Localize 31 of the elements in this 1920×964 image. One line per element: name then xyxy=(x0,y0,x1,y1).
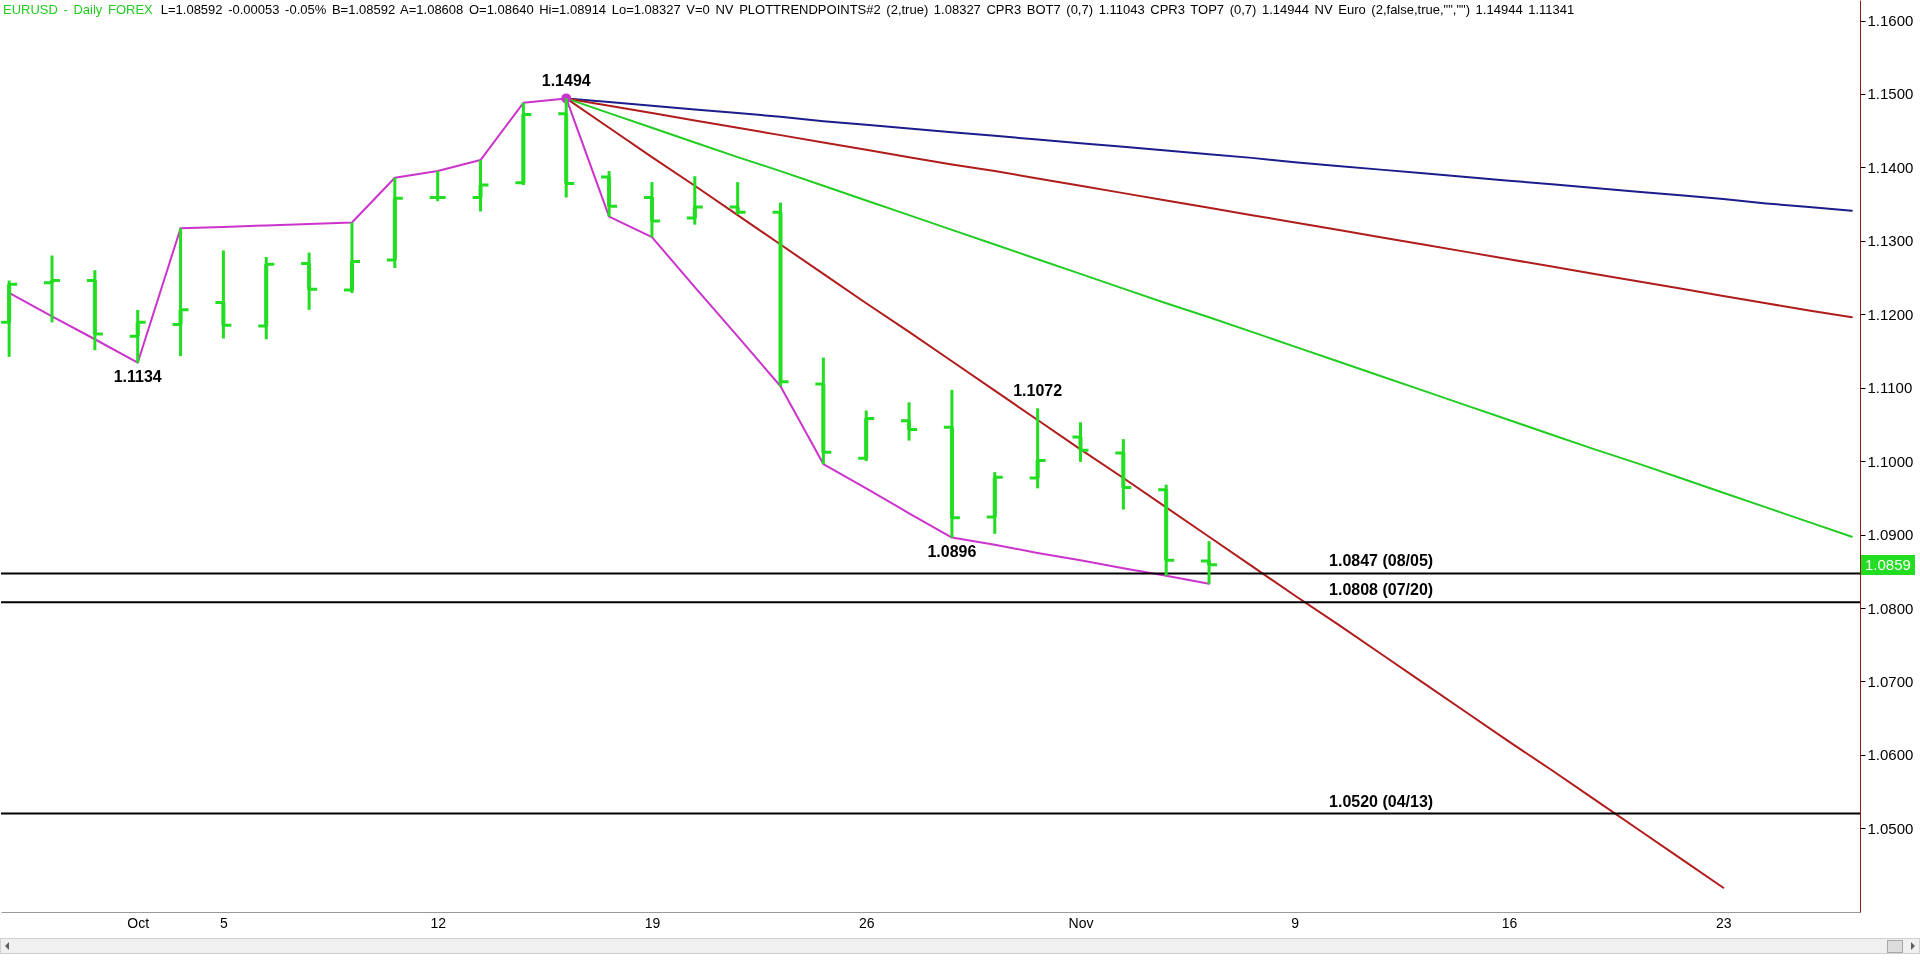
y-tick-label: 1.1500 xyxy=(1867,85,1914,103)
ref-line-label: 1.0520 (04/13) xyxy=(1329,792,1434,810)
chart-subtitle: L=1.08592 -0.00053 -0.05% B=1.08592 A=1.08608 O=1.08640 Hi=1.08914 Lo=1.08327 V=0 NV PLOTTRENDPOINTS#2 (2,true) 1.08327 CPR3 BOT7 (0,7) 1.11043 CPR3 TOP7 (0,7) 1.14944 NV Euro (2,false,true,"","") 1.14944 1.11341 xyxy=(160,2,1575,17)
x-tick-label: 16 xyxy=(1501,914,1518,931)
x-tick-label: 19 xyxy=(644,914,661,931)
y-tick-label: 1.0700 xyxy=(1867,672,1914,690)
y-tick-label: 1.0500 xyxy=(1867,819,1914,837)
y-tick-label: 1.1600 xyxy=(1867,12,1914,30)
annotation: 1.1494 xyxy=(541,72,591,90)
x-tick-label: 9 xyxy=(1291,914,1300,931)
annotation: 1.1072 xyxy=(1013,382,1063,400)
price-tag: 1.0859 xyxy=(1861,554,1915,575)
y-tick-label: 1.0800 xyxy=(1867,599,1914,617)
ref-line-label: 1.0808 (07/20) xyxy=(1329,581,1434,599)
y-tick-label: 1.1200 xyxy=(1867,305,1914,323)
x-tick-label: 26 xyxy=(858,914,875,931)
y-tick-label: 1.1300 xyxy=(1867,232,1914,250)
ref-line-label: 1.0847 (08/05) xyxy=(1329,552,1434,570)
y-tick-label: 1.0600 xyxy=(1867,746,1914,764)
x-tick-label: 23 xyxy=(1716,914,1732,931)
y-tick-label: 1.1000 xyxy=(1867,452,1914,470)
x-tick-label: Oct xyxy=(127,914,150,931)
annotation: 1.0896 xyxy=(927,542,977,560)
chart-title: EURUSD - Daily FOREX xyxy=(3,2,153,17)
x-tick-label: 12 xyxy=(430,914,447,931)
y-tick-label: 1.1100 xyxy=(1867,379,1913,397)
x-tick-label: Nov xyxy=(1068,914,1094,931)
annotation: 1.1134 xyxy=(113,367,162,385)
y-tick-label: 1.0900 xyxy=(1867,526,1914,544)
y-tick-label: 1.1400 xyxy=(1867,158,1914,176)
x-tick-label: 5 xyxy=(220,914,229,931)
